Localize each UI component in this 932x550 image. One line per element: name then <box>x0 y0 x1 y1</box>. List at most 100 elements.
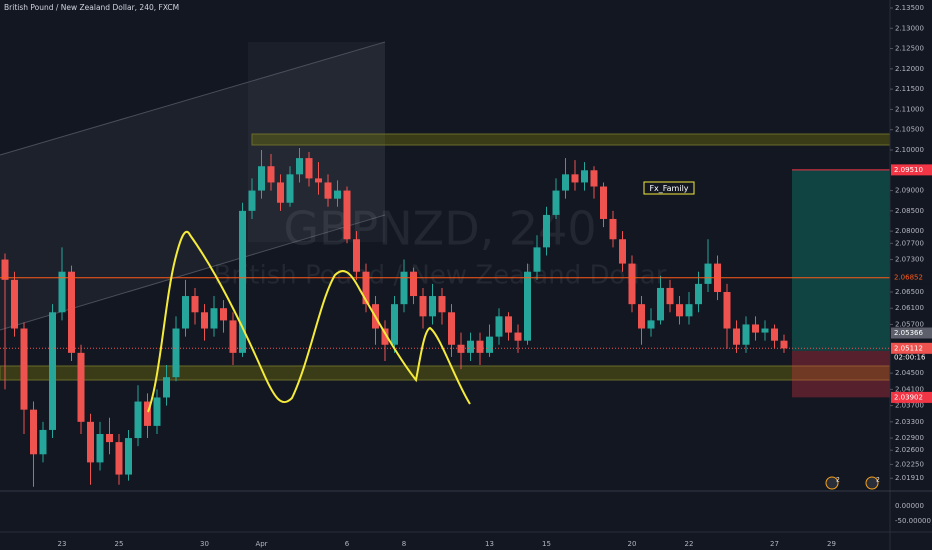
candle-body <box>685 304 693 317</box>
candle-body <box>68 271 75 353</box>
y-tick-label: 2.10000 <box>895 146 924 154</box>
x-tick-label: 22 <box>685 540 694 548</box>
candle-body <box>638 304 645 329</box>
candle-body <box>172 328 180 378</box>
candle-body <box>267 166 275 183</box>
x-tick-label: 23 <box>58 540 67 548</box>
position-loss <box>792 350 890 398</box>
candle-body <box>628 263 636 305</box>
candle-body <box>210 308 218 329</box>
candle-body <box>125 438 132 475</box>
channel-line <box>0 41 386 156</box>
badge-count[interactable]: 2 <box>876 477 880 484</box>
watermark-name: British Pound / New Zealand Dollar <box>214 261 667 291</box>
candle-body <box>419 296 427 317</box>
candle-body <box>552 190 560 215</box>
annotation-box <box>643 181 695 195</box>
candle-body <box>11 279 18 329</box>
candle-body <box>106 433 113 443</box>
x-tick-label: 20 <box>628 540 637 548</box>
event-badge[interactable] <box>825 476 839 490</box>
candle-body <box>723 291 731 329</box>
x-tick-label: 6 <box>345 540 350 548</box>
candle-body <box>343 190 351 240</box>
candle-body <box>524 271 531 341</box>
plot-area <box>0 147 890 487</box>
candle-body <box>258 166 265 191</box>
candle-body <box>581 170 588 183</box>
candle-body <box>600 186 607 219</box>
candle-body <box>429 296 436 317</box>
y-tick-label: 2.05700 <box>895 320 924 328</box>
x-tick-label: Apr <box>255 540 267 548</box>
candle-body <box>505 316 512 333</box>
candle-body <box>448 312 455 345</box>
candle-body <box>752 324 759 333</box>
price-tag-label: 2.06852 <box>894 274 923 282</box>
candle-body <box>163 377 170 398</box>
candle-body <box>305 158 313 179</box>
candle-body <box>153 397 161 426</box>
y-tick-label: 2.09000 <box>895 187 924 195</box>
candle-body <box>229 320 237 353</box>
candle-body <box>476 340 484 353</box>
y-tick-label: 2.08500 <box>895 207 924 215</box>
x-tick-label: 13 <box>485 540 494 548</box>
candle-body <box>533 247 541 272</box>
position-profit <box>792 169 890 351</box>
candle-body <box>39 429 47 455</box>
countdown: 02:00:16 <box>894 353 926 361</box>
candle-body <box>467 340 474 353</box>
candle-body <box>742 324 750 345</box>
candle-body <box>676 304 683 317</box>
chart-title: British Pound / New Zealand Dollar, 240,… <box>4 3 179 12</box>
y-tick-label: 2.13000 <box>895 24 924 32</box>
y-tick-label: 2.07700 <box>895 239 924 247</box>
y-tick-label: 2.02250 <box>895 460 924 468</box>
candle-body <box>400 271 408 305</box>
candle-body <box>353 239 360 272</box>
resistance-zone <box>251 133 891 146</box>
x-tick-label: 30 <box>200 540 209 548</box>
y-tick-label: 2.03300 <box>895 418 924 426</box>
y-tick-label: 2.04500 <box>895 369 924 377</box>
candle-body <box>191 296 199 313</box>
y-tick-label: 2.12000 <box>895 65 924 73</box>
y-tick-label: 2.12500 <box>895 45 924 53</box>
candle-body <box>704 263 712 284</box>
annotation: Fx_Family <box>649 184 688 193</box>
candle-body <box>619 239 626 264</box>
candle-body <box>571 174 579 183</box>
x-tick-label: 25 <box>115 540 124 548</box>
candle-body <box>58 271 66 313</box>
price-tag <box>891 342 932 354</box>
candle-body <box>239 210 246 353</box>
y-tick-label: 2.07300 <box>895 256 924 264</box>
candle-body <box>182 296 189 329</box>
y-tick-label: 2.13500 <box>895 4 924 12</box>
y-tick-label: 2.11500 <box>895 85 924 93</box>
candle-body <box>609 218 617 240</box>
candle-body <box>20 328 28 410</box>
y-tick-label: 2.10500 <box>895 126 924 134</box>
y-tick-label: 2.08000 <box>895 227 924 235</box>
y-tick-label: 2.03700 <box>895 402 924 410</box>
candle-body <box>1 259 9 280</box>
candle-body <box>543 214 550 248</box>
candle-body <box>49 312 56 430</box>
x-tick-label: 8 <box>402 540 406 548</box>
price-tag <box>891 327 932 339</box>
candle-body <box>457 344 465 353</box>
candle-body <box>144 401 151 426</box>
event-badge[interactable] <box>865 476 879 490</box>
candle-body <box>96 433 104 463</box>
candle-body <box>30 409 37 455</box>
candle-body <box>134 401 142 439</box>
candle-body <box>87 421 94 463</box>
indicator-tick-label: 0.00000 <box>895 502 924 510</box>
badge-count[interactable]: 2 <box>836 477 840 484</box>
x-tick-label: 15 <box>542 540 551 548</box>
candle-body <box>666 287 674 305</box>
